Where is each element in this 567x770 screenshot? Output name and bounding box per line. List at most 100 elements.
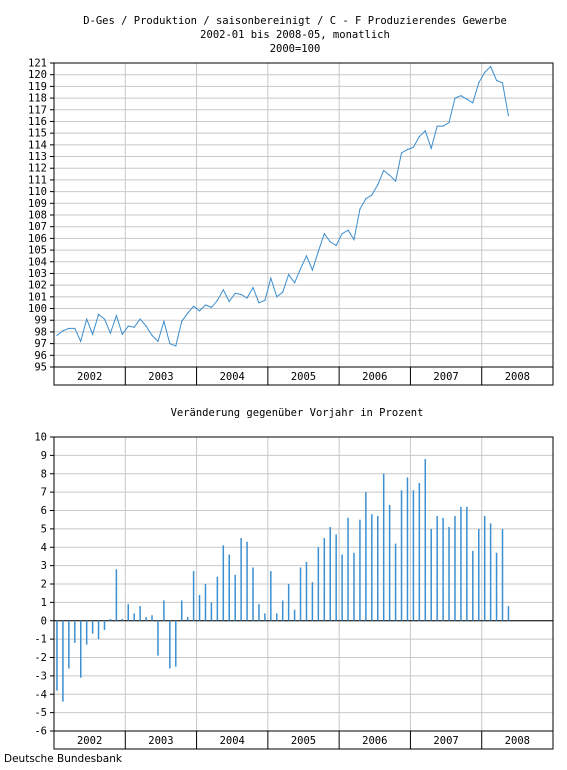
series-point [442, 125, 444, 127]
series-point [145, 325, 147, 327]
bar [489, 523, 492, 621]
y-tick-label: -2 [34, 652, 47, 664]
bar [335, 534, 337, 621]
bar [394, 543, 397, 621]
bar [412, 490, 415, 621]
series-point [222, 289, 224, 291]
series-point [264, 299, 266, 301]
bar [240, 538, 242, 621]
bar [400, 490, 403, 621]
y-tick-label: 97 [34, 338, 47, 350]
series-point [400, 152, 403, 154]
series-point [460, 95, 462, 97]
y-tick-label: 114 [28, 139, 47, 151]
x-tick-label: 2006 [362, 735, 387, 747]
y-tick-label: -3 [34, 670, 47, 682]
series-point [74, 327, 76, 330]
y-tick-label: 1 [41, 597, 47, 609]
bar [442, 517, 444, 621]
series-point [109, 332, 112, 334]
bar [424, 459, 427, 621]
series-point [478, 82, 480, 84]
series-point [139, 318, 141, 320]
bar [68, 620, 70, 669]
series-point [282, 291, 284, 293]
y-tick-label: 9 [41, 450, 47, 462]
bar [157, 620, 159, 656]
bar [198, 595, 201, 621]
series-point [193, 305, 195, 307]
x-tick-label: 2005 [291, 371, 316, 383]
y-tick-label: 106 [28, 233, 47, 245]
series-point [127, 325, 129, 327]
bar [127, 604, 130, 621]
x-tick-label: 2006 [362, 371, 387, 383]
series-point [121, 333, 123, 335]
bar [216, 576, 219, 621]
y-tick-label: 105 [28, 245, 47, 257]
series-point [210, 306, 213, 308]
bar [436, 516, 438, 621]
series-point [501, 82, 504, 84]
x-tick-label: 2004 [220, 371, 245, 383]
bar [246, 541, 248, 621]
change-chart-title: Veränderung gegenüber Vorjahr in Prozent [171, 407, 424, 419]
bar [145, 617, 147, 621]
bar [139, 606, 141, 621]
series-point [412, 146, 414, 148]
series-point [216, 299, 218, 301]
bar [460, 506, 462, 621]
bar [341, 554, 343, 621]
series-point [293, 282, 296, 284]
bar [97, 620, 100, 640]
series-point [311, 269, 314, 271]
series-point [335, 244, 337, 246]
bar [175, 620, 177, 667]
series-point [204, 304, 207, 306]
bar [74, 620, 76, 643]
series-point [329, 241, 331, 243]
source-note: Deutsche Bundesbank [4, 753, 122, 765]
yoy-change-bar-chart: -6 -5 -4 -3 -2 -1 0 1 2 3 4 5 6 7 8 9 10 2002 2003 2004 2005… [34, 432, 554, 750]
y-tick-label: 5 [41, 523, 47, 535]
y-tick-label: 99 [34, 315, 47, 327]
series-point [430, 147, 432, 149]
bar [477, 528, 480, 621]
series-point [490, 65, 492, 68]
series-point [424, 130, 426, 132]
x-tick-label: 2002 [77, 371, 102, 383]
y-tick-label: 121 [28, 58, 47, 70]
series-point [288, 274, 290, 276]
bar [109, 618, 112, 621]
bar [169, 620, 171, 669]
y-tick-label: 117 [28, 104, 47, 116]
bar [406, 477, 409, 621]
bar [323, 538, 326, 621]
y-tick-label: 119 [28, 81, 47, 93]
x-tick-label: 2002 [77, 735, 102, 747]
x-axis-band [53, 366, 554, 386]
series-point [187, 312, 189, 314]
bar [305, 561, 308, 621]
x-tick-label: 2004 [220, 735, 245, 747]
bar [382, 473, 385, 621]
series-point [228, 300, 230, 303]
series-point [56, 334, 58, 337]
bar [121, 618, 124, 621]
series-point [377, 184, 379, 186]
series-point [466, 98, 468, 100]
bar [448, 527, 450, 621]
bar [507, 606, 510, 621]
bar [252, 567, 254, 621]
chart-base-note: 2000=100 [270, 43, 321, 55]
y-tick-label: 10 [34, 432, 47, 444]
y-tick-label: 120 [28, 69, 47, 81]
bar [210, 602, 213, 621]
series-point [365, 198, 367, 200]
series-point [383, 169, 385, 172]
bar [287, 584, 290, 621]
bar [365, 492, 367, 621]
series-point [436, 125, 438, 127]
series-point [62, 330, 64, 332]
